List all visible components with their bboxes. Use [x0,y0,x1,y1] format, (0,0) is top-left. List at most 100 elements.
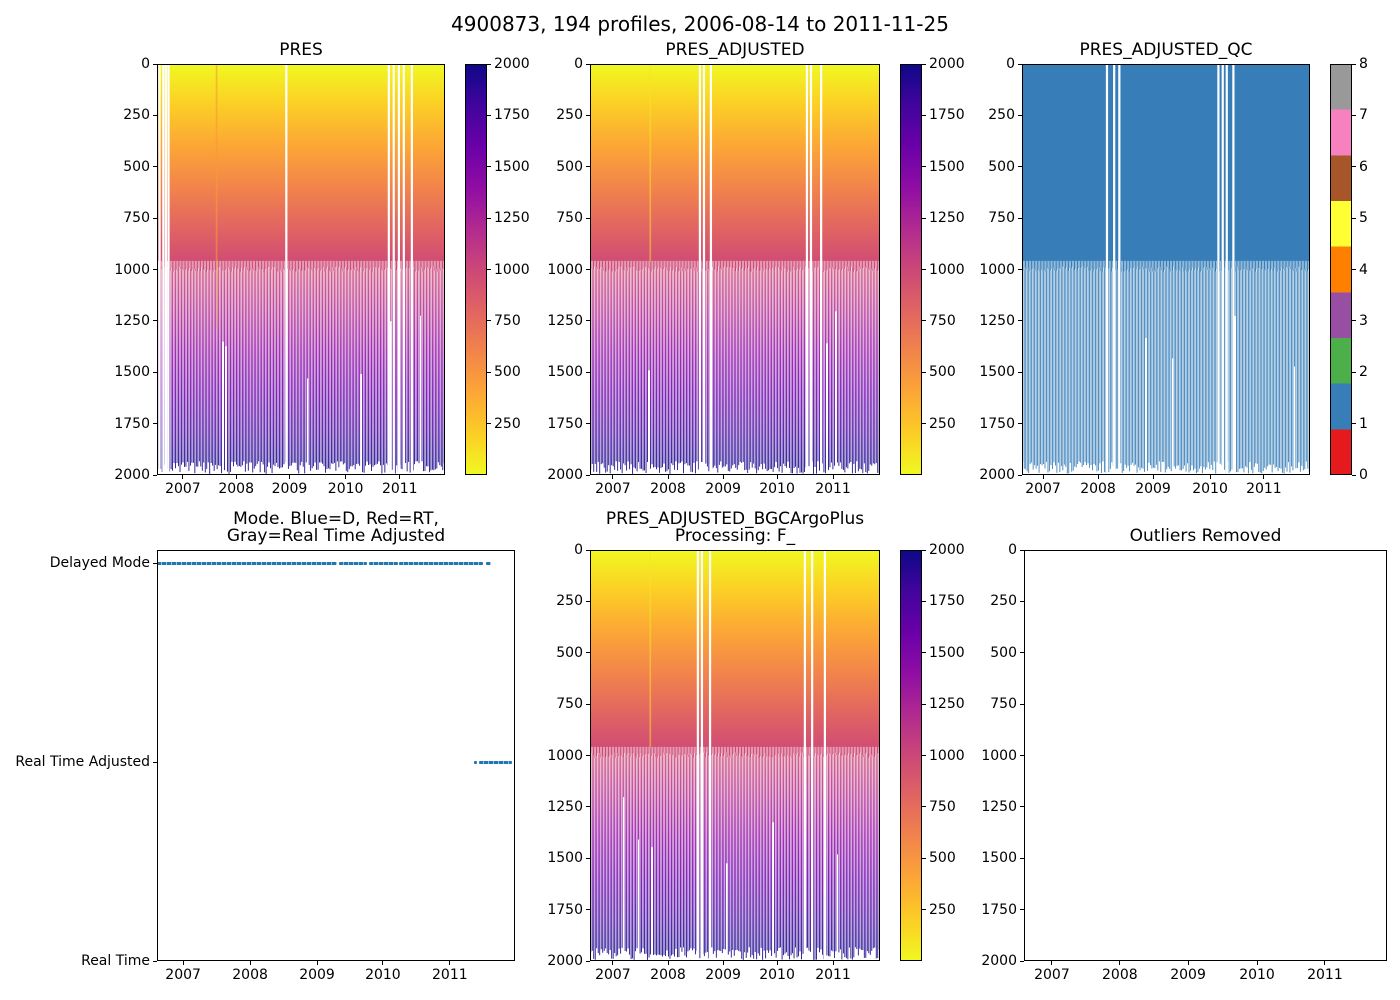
y-tick-mark [1018,320,1022,322]
y-tick-label: 750 [990,696,1017,713]
y-tick-label: 2000 [981,953,1017,969]
y-tick-label: 2000 [547,953,583,969]
x-tick-label: 2009 [271,481,308,497]
y-tick-label: 750 [988,210,1015,227]
colorbar-tick-label: 750 [494,312,521,329]
y-tick-mark [153,63,157,65]
colorbar-tick-mark [922,63,926,65]
y-tick-label: 750 [123,210,150,227]
y-tick-label: 500 [556,158,583,175]
x-tick-mark [722,475,724,479]
colorbar-tick-label: 250 [929,901,956,918]
x-tick-mark [235,475,237,479]
y-tick-label: 1500 [114,364,150,381]
y-tick-mark [153,217,157,219]
x-tick-mark [382,961,384,965]
x-tick-label: 2011 [815,967,851,983]
y-tick-label: 500 [990,644,1017,661]
y-tick-label: Real Time [81,953,150,969]
mode-segment [157,561,338,565]
panel-pres-adjusted-colorbar: 2000 1750 1500 1250 1000 750 500 250 [900,56,965,475]
y-tick-label: 1250 [981,798,1017,815]
colorbar-tick-label: 2000 [494,56,530,72]
x-tick-label: 2010 [327,481,364,497]
x-tick-mark [399,475,401,479]
colorbar-tick-label: 1750 [929,593,965,610]
colorbar-tick-mark [922,166,926,168]
y-tick-mark [153,761,157,763]
colorbar-tick-label: 1250 [929,210,965,227]
x-tick-label: 2007 [165,481,201,497]
mode-segment [474,760,477,764]
x-tick-mark [449,961,451,965]
colorbar-tick-mark [1352,63,1356,65]
colorbar-tick-label: 750 [929,798,956,815]
x-tick-label: 2007 [1025,481,1061,497]
y-tick-mark [153,562,157,564]
colorbar-tick-mark [1352,423,1356,425]
colorbar-tick-label: 1250 [494,210,530,227]
y-tick-mark [1018,371,1022,373]
y-tick-mark [1020,806,1024,808]
colorbar-tick-label: 1750 [929,107,965,124]
heatmap-canvas [590,550,880,961]
colorbar-tick-label: 1500 [929,158,965,175]
x-tick-label: 2010 [365,967,401,983]
x-tick-mark [667,475,669,479]
y-tick-mark [1018,166,1022,168]
y-tick-label: 750 [556,210,583,227]
panel-pres-plot: 0 250 500 750 1000 1250 1500 1750 2000 2007 2008 20… [114,56,445,497]
heatmap-canvas [157,64,445,475]
colorbar-tick-label: 1500 [929,644,965,661]
y-tick-label: 1500 [981,850,1017,867]
y-tick-mark [153,166,157,168]
x-tick-mark [667,961,669,965]
y-tick-mark [1020,960,1024,962]
y-tick-mark [153,423,157,425]
y-tick-label: 0 [574,56,583,72]
x-tick-mark [832,961,834,965]
y-tick-label: 1500 [979,364,1015,381]
mode-segment [399,561,484,565]
y-tick-label: 250 [123,107,150,124]
y-tick-mark [153,960,157,962]
x-tick-label: 2009 [299,967,335,983]
colorbar-tick-mark [922,217,926,219]
colorbar-tick-mark [487,63,491,65]
colorbar-tick-mark [1352,217,1356,219]
colorbar-tick-label: 3 [1359,312,1368,329]
colorbar-tick-mark [487,269,491,270]
x-tick-mark [776,961,778,965]
panel-outliers-title: Outliers Removed [1129,526,1282,546]
y-tick-mark [1020,600,1024,602]
y-tick-mark [586,652,590,654]
y-tick-label: 1000 [547,261,583,278]
colorbar-tick-mark [1352,166,1356,168]
y-tick-label: 1000 [547,747,583,764]
y-tick-mark [586,600,590,602]
y-tick-label: Real Time Adjusted [15,754,150,771]
x-tick-label: 2011 [1307,967,1343,983]
colorbar-tick-label: 2 [1359,364,1368,381]
x-tick-mark [1097,475,1099,479]
panel-bgc-plot: 0 250 500 750 1000 1250 1500 1750 2000 2007 2008 20… [547,542,880,983]
x-tick-mark [249,961,251,965]
panel-bgc-colorbar: 2000 1750 1500 1250 1000 750 500 250 [900,542,965,961]
colorbar-tick-mark [1352,371,1356,373]
y-tick-label: 1750 [981,901,1017,918]
y-tick-label: 0 [1008,542,1017,558]
panel-pres-title: PRES [279,40,323,60]
y-tick-mark [1020,857,1024,859]
colorbar-tick-mark [922,600,926,602]
panel-outliers-plot: 0 250 500 750 1000 1250 1500 1750 2000 2007 2008 20… [981,542,1387,983]
colorbar-tick-label: 500 [929,850,956,867]
x-tick-label: 2008 [650,967,686,983]
x-tick-mark [776,475,778,479]
y-tick-label: 2000 [114,467,150,483]
y-tick-mark [153,320,157,322]
colorbar-tick-label: 1500 [494,158,530,175]
y-tick-label: 0 [1006,56,1015,72]
y-tick-mark [1020,755,1024,756]
colorbar-tick-mark [487,371,491,373]
